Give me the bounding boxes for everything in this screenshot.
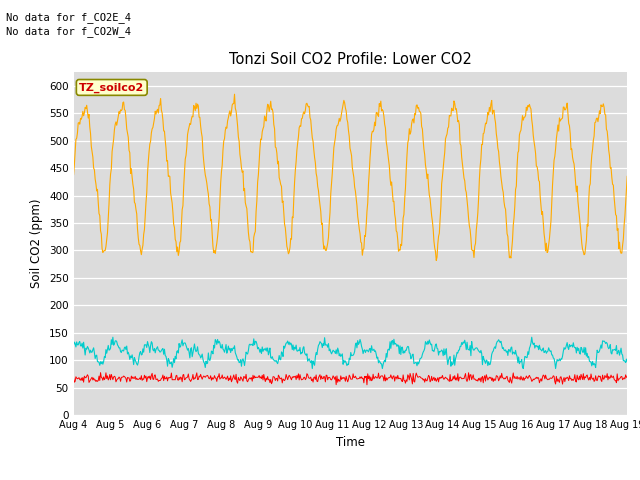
Tree -8cm bbox=[230, 91, 238, 97]
Tree -8cm bbox=[419, 126, 426, 132]
Tree -8cm bbox=[137, 248, 145, 254]
Tree -8cm bbox=[435, 230, 443, 236]
Line: Open -8cm: Open -8cm bbox=[74, 372, 627, 385]
Tree -8cm bbox=[70, 172, 77, 178]
Open -8cm bbox=[419, 377, 427, 383]
Title: Tonzi Soil CO2 Profile: Lower CO2: Tonzi Soil CO2 Profile: Lower CO2 bbox=[229, 52, 472, 67]
Text: No data for f_CO2W_4: No data for f_CO2W_4 bbox=[6, 26, 131, 37]
Tree2 -8cm bbox=[70, 342, 77, 348]
Open -8cm bbox=[138, 373, 145, 379]
Y-axis label: Soil CO2 (ppm): Soil CO2 (ppm) bbox=[31, 199, 44, 288]
Open -8cm bbox=[435, 374, 443, 380]
Tree -8cm bbox=[433, 258, 440, 264]
Open -8cm bbox=[363, 382, 371, 388]
Tree2 -8cm bbox=[138, 352, 145, 358]
Tree2 -8cm bbox=[109, 335, 116, 340]
Open -8cm bbox=[194, 377, 202, 383]
Tree2 -8cm bbox=[435, 348, 443, 354]
Open -8cm bbox=[223, 375, 230, 381]
X-axis label: Time: Time bbox=[336, 436, 365, 449]
Tree2 -8cm bbox=[80, 339, 88, 345]
Tree -8cm bbox=[193, 106, 200, 111]
Line: Tree -8cm: Tree -8cm bbox=[74, 94, 627, 261]
Open -8cm bbox=[623, 374, 631, 380]
Line: Tree2 -8cm: Tree2 -8cm bbox=[74, 337, 627, 369]
Open -8cm bbox=[97, 370, 104, 375]
Tree2 -8cm bbox=[623, 359, 631, 365]
Tree2 -8cm bbox=[194, 344, 202, 349]
Tree2 -8cm bbox=[419, 349, 427, 355]
Tree2 -8cm bbox=[223, 350, 230, 356]
Open -8cm bbox=[70, 375, 77, 381]
Text: TZ_soilco2: TZ_soilco2 bbox=[79, 82, 145, 93]
Tree -8cm bbox=[623, 173, 631, 179]
Tree2 -8cm bbox=[308, 366, 316, 372]
Tree -8cm bbox=[80, 113, 88, 119]
Text: No data for f_CO2E_4: No data for f_CO2E_4 bbox=[6, 12, 131, 23]
Tree -8cm bbox=[222, 124, 230, 130]
Open -8cm bbox=[80, 379, 88, 385]
